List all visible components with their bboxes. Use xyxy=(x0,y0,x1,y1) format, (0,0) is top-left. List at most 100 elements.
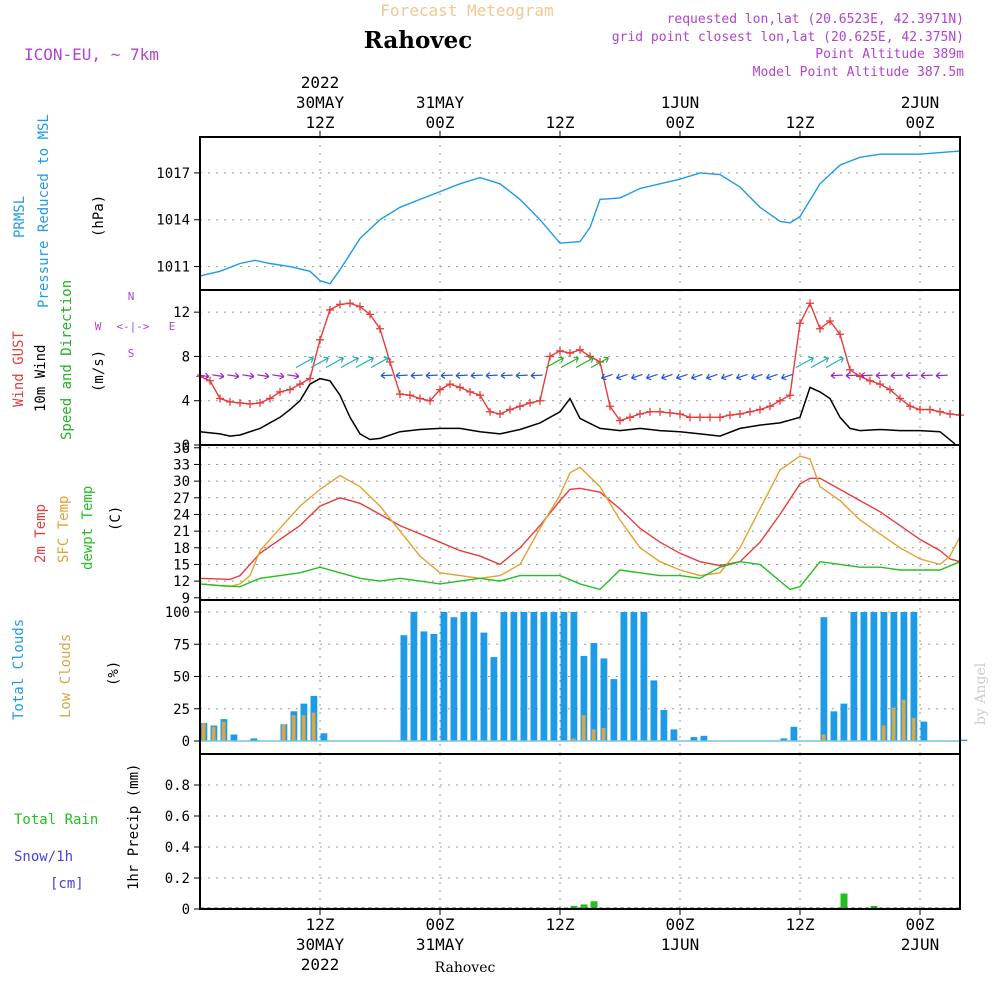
bottom-time-label: 00Z xyxy=(666,915,695,934)
gust-marker xyxy=(376,324,384,333)
gust-marker xyxy=(366,310,374,319)
low-clouds-bar xyxy=(881,725,886,741)
gust-marker xyxy=(326,305,334,314)
wind-direction-arrow xyxy=(875,372,888,379)
temp-sfc-line xyxy=(199,455,961,588)
wind-direction-arrow xyxy=(340,356,359,369)
wind-direction-arrow xyxy=(845,372,858,379)
compass-arrows: <-|-> xyxy=(116,320,149,333)
total-clouds-bar xyxy=(780,738,788,741)
compass-legend: N S W E <-|-> xyxy=(95,290,176,360)
gust-marker xyxy=(396,390,404,399)
low-clouds-bar xyxy=(891,707,896,741)
wind-direction-arrow xyxy=(440,372,453,379)
clouds-ytick-label: 50 xyxy=(173,670,190,686)
total-clouds-bar xyxy=(590,643,598,741)
temp-unit: (C) xyxy=(108,506,124,531)
wind-direction-arrow xyxy=(575,356,594,369)
gust-marker xyxy=(256,398,264,407)
gridlines xyxy=(200,137,960,910)
wind-direction-arrow xyxy=(287,372,300,380)
total-clouds-bar xyxy=(250,738,258,741)
wind-ytick-label: 0 xyxy=(182,438,190,454)
top-time-label: 2JUN xyxy=(901,93,940,112)
top-time-label: 2022 xyxy=(301,73,340,92)
low-clouds-bar xyxy=(291,715,296,741)
top-time-label: 12Z xyxy=(786,113,815,132)
precip-ytick-label: 0.4 xyxy=(165,840,190,856)
precip-ytick-label: 0 xyxy=(182,902,190,918)
gust-marker xyxy=(536,396,544,405)
compass-w: W xyxy=(95,320,102,333)
wind-direction-arrow xyxy=(736,373,748,381)
axis-ticks: 1011101410170481291215182124273033360255… xyxy=(156,166,200,918)
wind-direction-arrow xyxy=(766,373,778,381)
temp-frame xyxy=(199,444,961,601)
total-clouds-bar xyxy=(880,612,888,741)
gust-marker xyxy=(556,346,564,355)
precip-unit: 1hr Precip (mm) xyxy=(126,764,142,890)
wind-direction-arrow xyxy=(691,373,703,381)
temp-2m-label: 2m Temp xyxy=(33,504,49,563)
gust-marker xyxy=(736,410,744,418)
gust-marker xyxy=(496,410,504,418)
wind-direction-arrow xyxy=(395,372,408,379)
gust-marker xyxy=(436,385,444,394)
gust-marker xyxy=(746,407,754,416)
total-clouds-bar xyxy=(890,612,898,741)
wind-direction-arrow xyxy=(661,373,673,381)
gust-marker xyxy=(226,397,234,406)
location-title: Rahovec xyxy=(364,27,473,54)
gust-marker xyxy=(306,374,314,383)
pressure-ytick-label: 1017 xyxy=(156,166,190,182)
temp-sfc-label: SFC Temp xyxy=(56,496,72,563)
gust-marker xyxy=(526,398,534,407)
total-clouds-bar xyxy=(430,633,438,741)
rain-bar xyxy=(590,901,598,910)
total-clouds-bar xyxy=(840,703,848,741)
gust-marker xyxy=(636,410,644,418)
gust-marker xyxy=(896,394,904,403)
total-clouds-bar xyxy=(830,711,838,741)
temp-ytick-label: 12 xyxy=(173,574,190,590)
rain-bar xyxy=(570,905,578,909)
total-clouds-bar xyxy=(660,710,668,741)
gust-marker xyxy=(486,407,494,416)
gust-marker xyxy=(236,398,244,407)
total-clouds-bar xyxy=(420,631,428,741)
temp-ytick-label: 30 xyxy=(173,474,190,490)
rain-bar xyxy=(840,893,848,909)
low-clouds-bar xyxy=(911,717,916,741)
low-clouds-bar xyxy=(821,734,826,741)
gust-marker xyxy=(836,330,844,339)
gust-marker xyxy=(786,391,794,400)
total-clouds-bar xyxy=(860,612,868,741)
gust-marker xyxy=(336,300,344,309)
info-requested: requested lon,lat (20.6523E, 42.3971N) xyxy=(667,12,964,27)
gust-marker xyxy=(516,402,524,411)
wind-direction-arrow xyxy=(470,372,483,379)
total-clouds-bar xyxy=(400,635,408,741)
wind-ytick-label: 8 xyxy=(182,349,190,365)
temp-ytick-label: 36 xyxy=(173,441,190,457)
gust-marker xyxy=(266,394,274,403)
wind-direction-label: Speed and Direction xyxy=(59,280,75,440)
wind-direction-arrow xyxy=(860,372,873,379)
model-label: ICON-EU, ~ 7km xyxy=(24,45,159,64)
total-clouds-bar xyxy=(520,612,528,741)
gust-marker xyxy=(506,405,514,414)
total-clouds-bar xyxy=(320,733,328,741)
wind-direction-arrow xyxy=(212,372,225,380)
total-clouds-bar xyxy=(850,612,858,741)
temp-dewpt-line xyxy=(199,560,961,591)
gust-marker xyxy=(386,357,394,366)
total-clouds-bar xyxy=(610,679,618,741)
total-clouds-bar xyxy=(700,735,708,741)
gust-marker xyxy=(606,402,614,411)
clouds-ytick-label: 25 xyxy=(173,702,190,718)
total-clouds-bar xyxy=(550,612,558,741)
top-time-label: 12Z xyxy=(306,113,335,132)
wind-direction-arrow xyxy=(646,373,658,381)
total-clouds-bar xyxy=(540,612,548,741)
